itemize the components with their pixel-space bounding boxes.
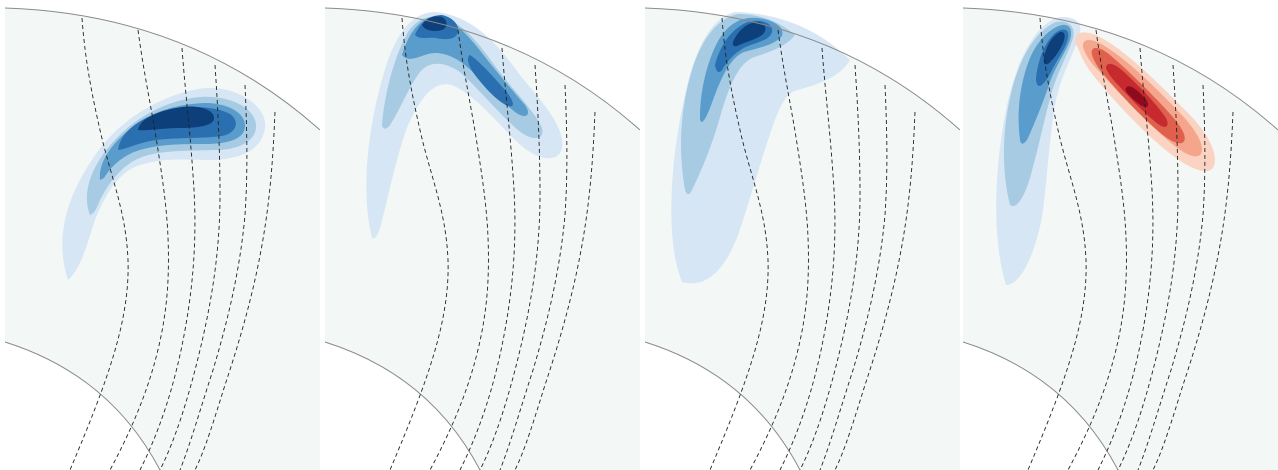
contour-field [671, 12, 850, 284]
field-line [1117, 64, 1179, 470]
field-line [1152, 111, 1234, 470]
field-line [159, 64, 221, 470]
inner-boundary [644, 341, 801, 470]
panel-2 [320, 0, 640, 470]
field-line [514, 111, 596, 470]
inner-boundary [962, 341, 1119, 470]
outer-boundary [962, 7, 1278, 131]
panel-4-plot [962, 7, 1278, 470]
contour-field-red [1074, 32, 1215, 172]
field-lines [1027, 17, 1234, 470]
field-line [709, 17, 769, 470]
outer-boundary [644, 7, 960, 131]
outer-boundary [324, 7, 640, 131]
field-line [479, 64, 541, 470]
field-line [1027, 17, 1087, 470]
field-line [69, 17, 129, 470]
field-line [389, 17, 449, 470]
panel-1 [0, 0, 320, 470]
field-line [499, 84, 568, 470]
contour-level-2 [680, 14, 795, 195]
field-line [779, 47, 836, 470]
panel-2-plot [324, 7, 640, 470]
contour-field-blue [996, 17, 1081, 286]
contour-level-5 [732, 22, 766, 47]
red-contour-level-5 [1125, 86, 1149, 107]
field-line [459, 47, 516, 470]
field-line [1137, 84, 1206, 470]
field-line [799, 64, 861, 470]
field-line [834, 111, 916, 470]
field-line [194, 111, 276, 470]
contour-level-3 [700, 17, 783, 122]
contour-field [366, 12, 563, 239]
inner-boundary [324, 341, 481, 470]
panel-3 [640, 0, 960, 470]
field-lines [709, 17, 916, 470]
contour-level-2 [1003, 21, 1074, 207]
panel-3-plot [644, 7, 960, 470]
contour-level-4b [467, 55, 513, 107]
shell-domain [5, 8, 320, 470]
outer-boundary [4, 7, 320, 131]
field-line [179, 84, 248, 470]
contour-level-5 [422, 16, 447, 31]
contour-field [62, 87, 266, 281]
field-line [139, 47, 196, 470]
field-lines [389, 17, 596, 470]
contour-level-5 [1043, 31, 1065, 65]
panel-4 [958, 0, 1278, 470]
inner-boundary [4, 341, 161, 470]
field-line [819, 84, 888, 470]
field-line [1097, 47, 1154, 470]
contour-level-5 [138, 106, 215, 131]
field-lines [69, 17, 276, 470]
panel-1-plot [4, 7, 320, 470]
